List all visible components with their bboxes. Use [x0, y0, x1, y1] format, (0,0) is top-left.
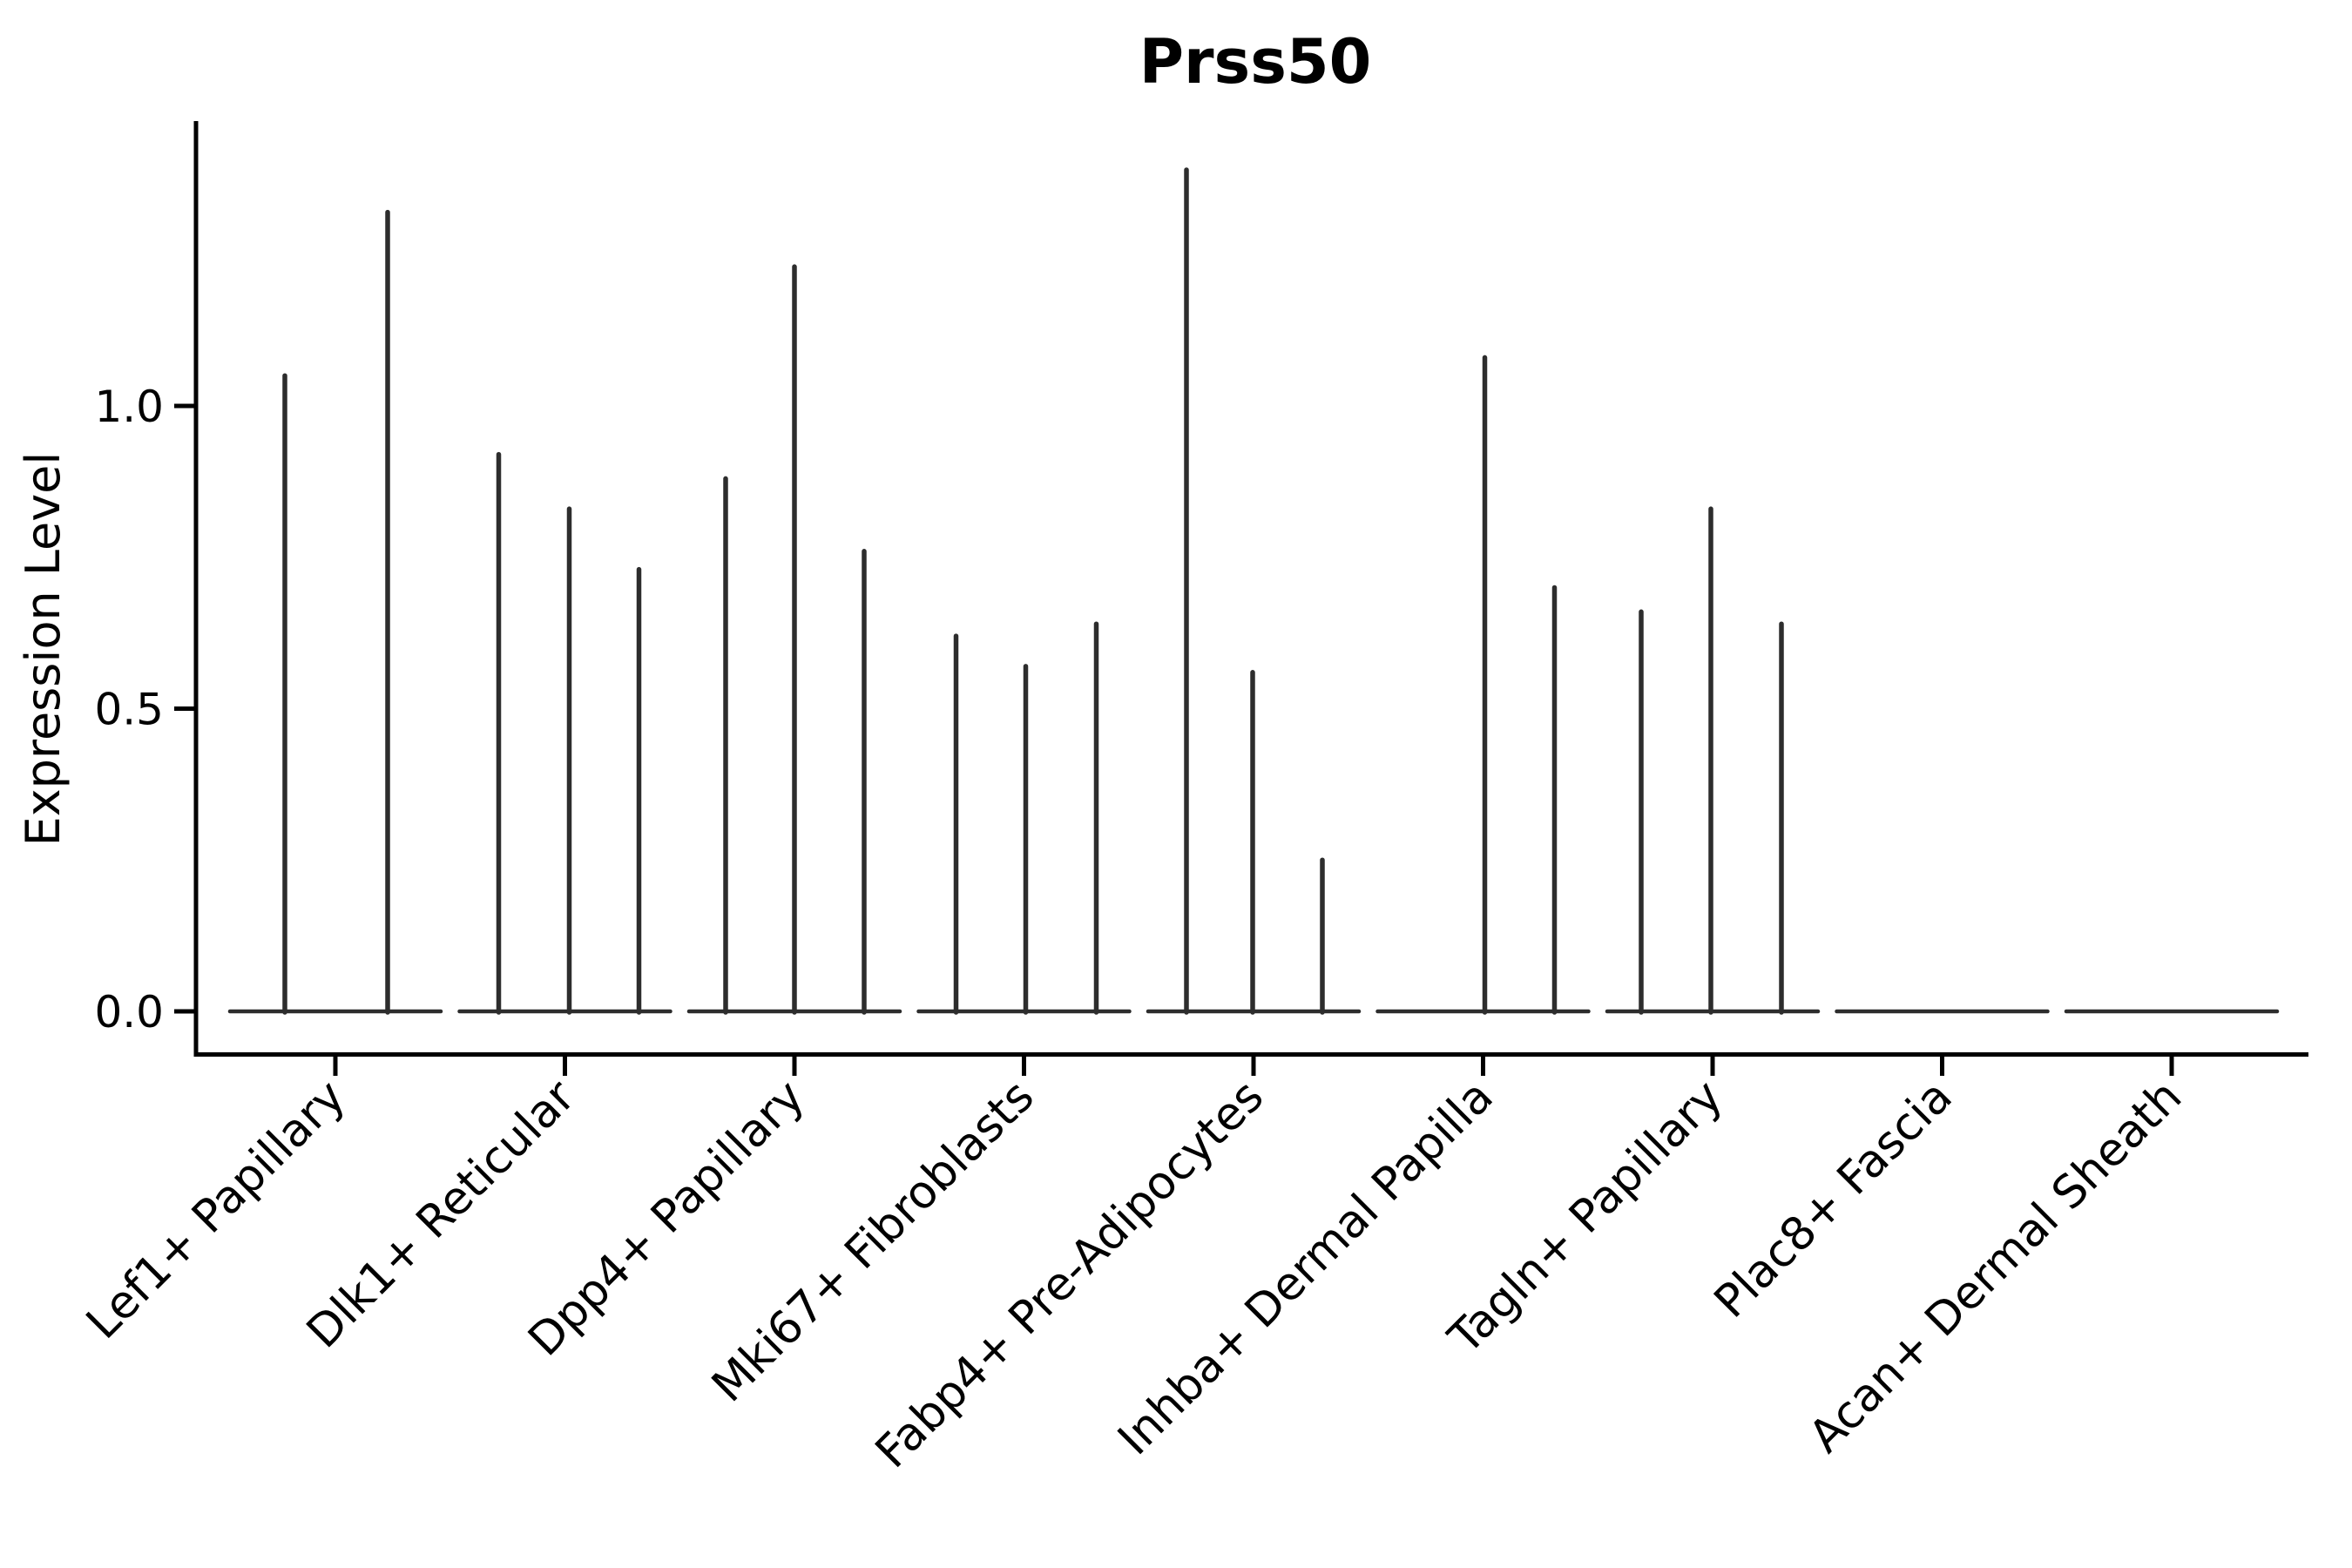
- y-axis-label: Expression Level: [16, 452, 71, 847]
- violin-layer: [227, 167, 2280, 1015]
- chart-title: Prss50: [1139, 26, 1372, 98]
- y-tick-label: 1.0: [94, 382, 164, 432]
- y-tick-label: 0.5: [94, 685, 164, 735]
- x-tick-label: Acan+ Dermal Sheath: [1800, 1071, 2193, 1463]
- x-tick-label: Plac8+ Fascia: [1705, 1071, 1963, 1328]
- x-tick-label: Fabp4+ Pre-Adipocytes: [866, 1071, 1274, 1478]
- x-tick-label: Inhba+ Dermal Papilla: [1108, 1071, 1503, 1465]
- y-tick-label: 0.0: [94, 987, 164, 1037]
